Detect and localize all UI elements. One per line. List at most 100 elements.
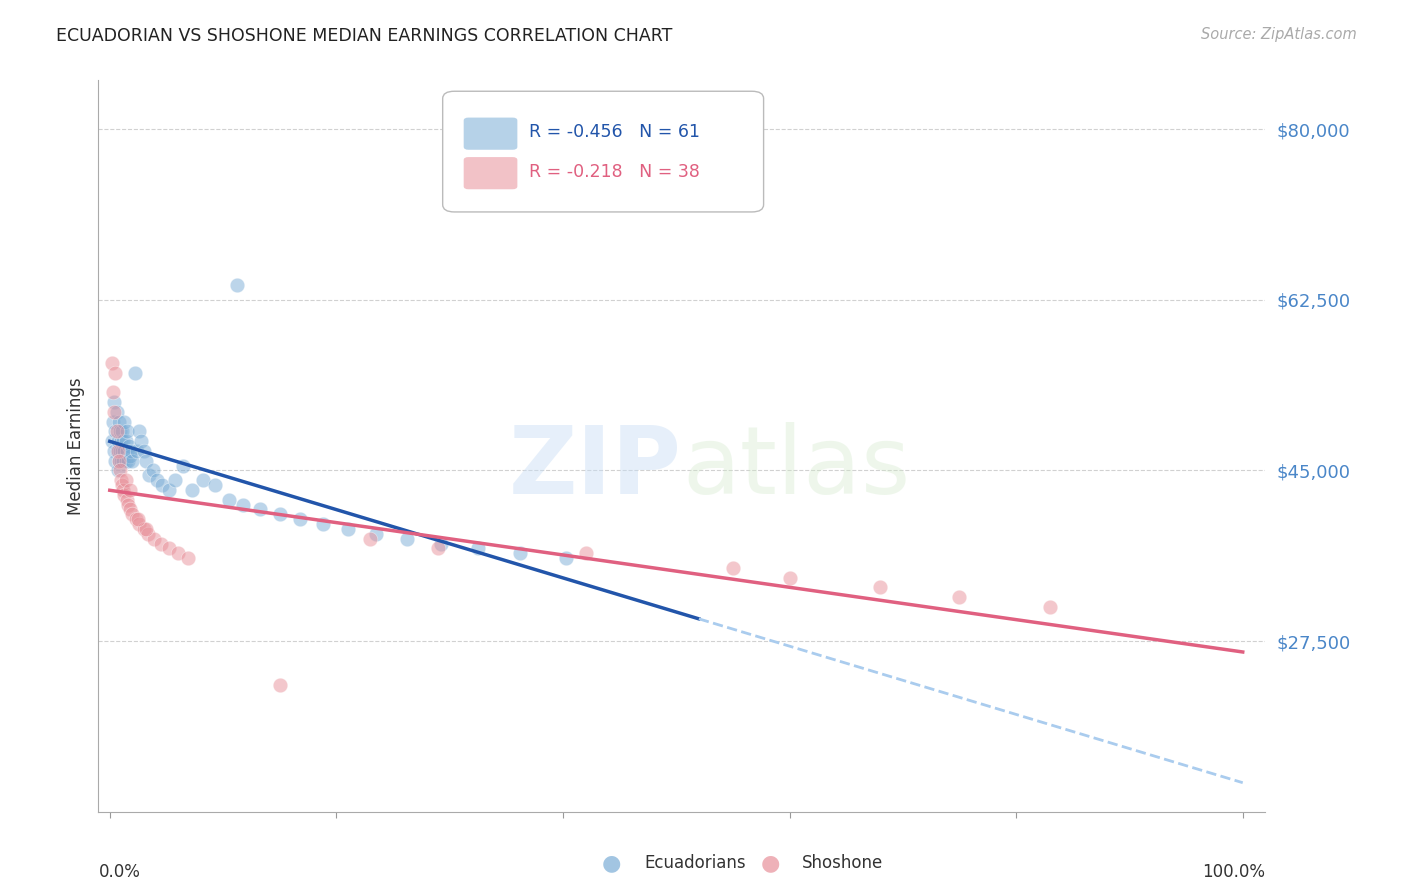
Point [112,434,135,449]
Text: 100.0%: 100.0% [1202,863,1265,881]
Point [120,483,142,497]
Point [142,532,165,546]
FancyBboxPatch shape [443,91,763,212]
Point [101,415,124,429]
Point [120,502,142,516]
Point [101,356,124,370]
Point [181,483,204,497]
Point [117,498,139,512]
Point [108,453,131,467]
Point [114,488,136,502]
Text: Shoshone: Shoshone [801,855,883,872]
Point [364,526,387,541]
Point [108,463,131,477]
Point [105,425,128,439]
Point [115,492,138,507]
Point [269,508,291,522]
Point [121,508,143,522]
Y-axis label: Median Earnings: Median Earnings [66,377,84,515]
Point [108,415,131,429]
Point [359,532,381,546]
Point [103,405,125,419]
Point [509,546,531,560]
Text: Ecuadorians: Ecuadorians [644,855,745,872]
Point [177,551,200,566]
Point [105,405,128,419]
Text: 0.0%: 0.0% [98,863,141,881]
Point [575,546,598,560]
Point [555,551,578,566]
Point [138,468,160,483]
Point [115,425,138,439]
Point [131,434,153,449]
Point [101,385,124,400]
Point [204,478,226,492]
Text: Source: ZipAtlas.com: Source: ZipAtlas.com [1201,27,1357,42]
Point [232,498,254,512]
Point [107,463,129,477]
Point [128,425,150,439]
FancyBboxPatch shape [464,157,517,189]
Point [395,532,418,546]
Point [136,526,159,541]
Point [721,561,744,575]
Point [172,458,194,473]
Point [124,366,146,380]
Point [225,278,247,293]
Point [779,571,801,585]
Point [104,453,127,467]
Point [120,443,142,458]
Point [312,516,335,531]
Text: atlas: atlas [682,422,910,514]
Point [218,492,240,507]
Point [118,439,141,453]
Point [146,473,169,487]
Point [157,483,180,497]
Point [427,541,450,556]
Point [107,443,129,458]
Point [111,443,134,458]
Text: ●: ● [761,854,780,873]
Point [149,536,172,550]
Point [429,536,451,550]
Point [191,473,214,487]
Point [114,434,136,449]
Point [128,516,150,531]
Point [467,541,489,556]
Point [108,443,131,458]
Point [948,590,970,604]
Point [166,546,188,560]
Point [101,434,124,449]
Point [288,512,311,526]
Point [127,512,149,526]
Point [112,483,135,497]
FancyBboxPatch shape [464,118,517,150]
Point [269,678,291,692]
Point [157,541,180,556]
Point [111,478,134,492]
Point [150,478,173,492]
Point [103,395,125,409]
Point [107,434,129,449]
Point [249,502,271,516]
Point [104,366,127,380]
Point [105,443,128,458]
Point [114,473,136,487]
Point [114,415,136,429]
Point [165,473,187,487]
Point [111,425,134,439]
Point [142,463,165,477]
Point [103,443,125,458]
Point [110,473,132,487]
Text: R = -0.456   N = 61: R = -0.456 N = 61 [529,123,700,141]
Text: ZIP: ZIP [509,422,682,514]
Point [110,434,132,449]
Point [132,443,155,458]
Point [117,453,139,467]
Point [869,581,891,595]
Point [114,453,136,467]
Point [125,443,148,458]
Point [336,522,359,536]
Point [112,453,135,467]
Point [135,522,157,536]
